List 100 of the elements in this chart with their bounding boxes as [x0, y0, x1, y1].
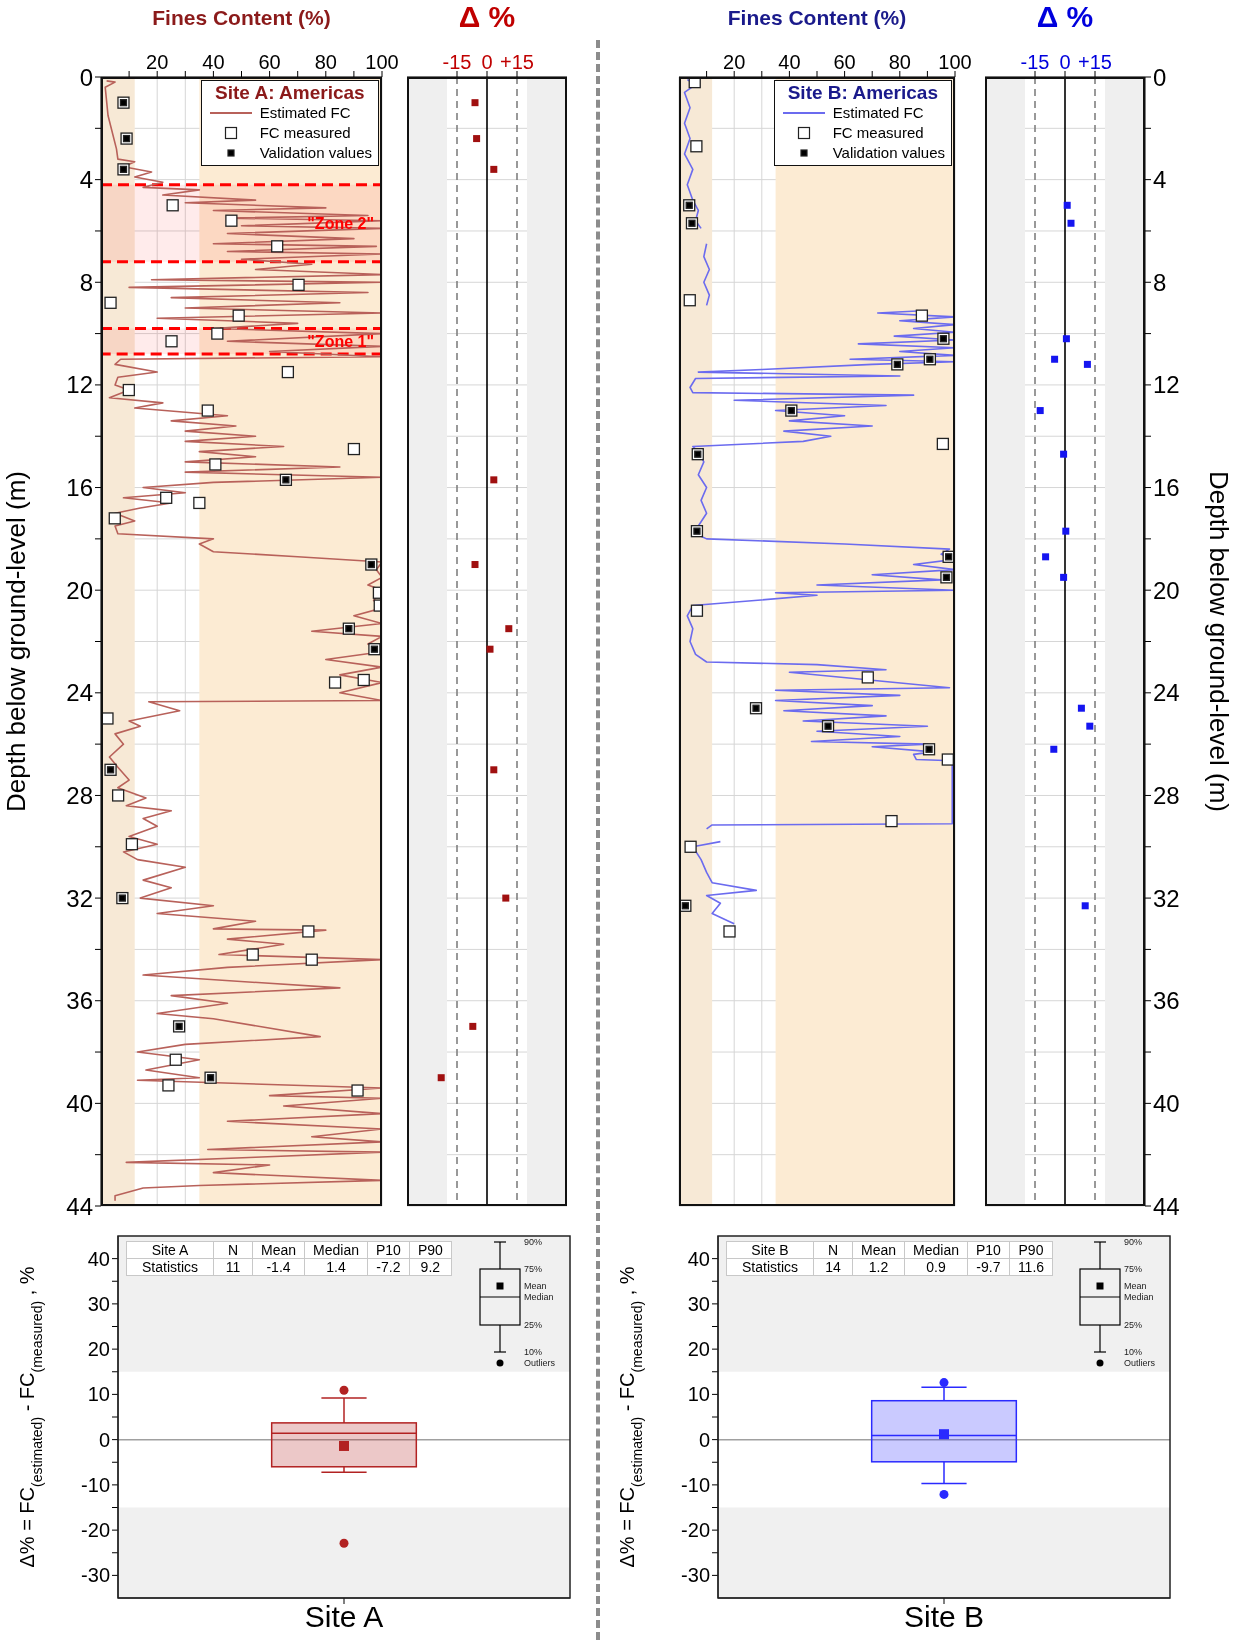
point [125, 838, 139, 851]
point [490, 165, 498, 173]
annotation: P10 [967, 1241, 1010, 1259]
x-tick-label: 80 [888, 51, 911, 73]
point [861, 671, 874, 684]
legend-label: Validation values [259, 143, 372, 163]
point [211, 327, 224, 340]
x-tick-label: 20 [723, 51, 746, 73]
annotation: Outliers [1124, 1358, 1156, 1368]
y2-tick-label: 28 [1153, 781, 1180, 809]
annotation: 90% [524, 1237, 543, 1247]
x-axis-title: Fines Content (%) [726, 6, 908, 30]
point [469, 1022, 477, 1030]
x-tick-label: -15 [1020, 51, 1050, 73]
annotation: N [213, 1241, 253, 1259]
annotation: 11.6 [1009, 1258, 1053, 1276]
point [1081, 902, 1089, 910]
point [302, 925, 315, 938]
y2-axis-title: Depth below ground-level (m) [1203, 470, 1234, 813]
x-tick-label: +15 [1078, 51, 1112, 73]
x-tick-label: 100 [365, 51, 399, 73]
point [690, 604, 704, 617]
point [490, 476, 498, 484]
point [108, 512, 121, 525]
annotation: Outliers [524, 1358, 556, 1368]
point [1060, 573, 1068, 581]
annotation: 75% [524, 1264, 543, 1274]
annotation: 25% [1124, 1320, 1143, 1330]
x-tick-label: 40 [778, 51, 801, 73]
x-tick-label: 0 [1059, 51, 1071, 73]
y-tick-label: 8 [79, 268, 93, 296]
y-tick-label: -10 [681, 1473, 710, 1496]
point [1051, 355, 1059, 363]
legend-title: Site A: Americas [214, 82, 366, 103]
annotation: 25% [524, 1320, 543, 1330]
annotation: P90 [409, 1241, 452, 1259]
y-tick-label: -30 [81, 1564, 110, 1587]
point [1060, 450, 1068, 458]
annotation: 11 [213, 1258, 253, 1276]
point [122, 383, 135, 397]
annotation: 1.2 [852, 1258, 905, 1276]
y-tick-label: 0 [698, 1428, 710, 1451]
point [941, 753, 954, 766]
legend-label: Estimated FC [259, 103, 351, 123]
point [1050, 745, 1058, 753]
legend-label: FC measured [832, 123, 924, 143]
y-tick-label: 10 [687, 1383, 710, 1406]
y-tick-label: 20 [87, 1338, 110, 1361]
y-tick-label: -20 [81, 1519, 110, 1542]
point [486, 645, 494, 653]
annotation: P10 [367, 1241, 410, 1259]
point [690, 140, 703, 153]
y-tick-label: 0 [98, 1428, 110, 1451]
point [351, 1084, 364, 1097]
point [471, 561, 479, 569]
point [936, 437, 950, 451]
legend-label: Validation values [832, 143, 945, 163]
y-tick-label: 28 [66, 781, 93, 809]
y-tick-label: 30 [87, 1292, 110, 1315]
y-tick-label: 44 [66, 1192, 93, 1220]
point [915, 309, 929, 322]
point [1067, 219, 1075, 227]
y-tick-label: 36 [66, 987, 93, 1015]
annotation: Mean [524, 1281, 547, 1291]
annotation: 10% [1124, 1347, 1143, 1357]
annotation: 90% [1124, 1237, 1143, 1247]
annotation: -7.2 [367, 1258, 410, 1276]
point [885, 814, 898, 828]
y-tick-label: 30 [687, 1292, 710, 1315]
annotation: Mean [252, 1241, 305, 1259]
x-axis-title: Δ % [1035, 0, 1095, 34]
point [166, 199, 179, 212]
point [271, 240, 284, 253]
y-tick-label: 4 [79, 166, 93, 194]
x-tick-label: 40 [202, 51, 225, 73]
y-tick-label: 40 [87, 1247, 110, 1270]
point [1062, 335, 1070, 343]
y-axis-title: Depth below ground-level (m) [1, 470, 32, 813]
point [1063, 201, 1071, 209]
annotation: 9.2 [409, 1258, 452, 1276]
x-tick-label: 80 [314, 51, 337, 73]
x-tick-label: 60 [258, 51, 281, 73]
annotation: Median [304, 1241, 368, 1259]
point [437, 1074, 445, 1082]
annotation: 0.9 [904, 1258, 968, 1276]
annotation: Site B [726, 1241, 814, 1259]
annotation: 1.4 [304, 1258, 368, 1276]
annotation: -9.7 [967, 1258, 1010, 1276]
x-tick-label: -15 [442, 51, 472, 73]
point [209, 458, 222, 471]
point [473, 135, 481, 143]
point [281, 365, 295, 379]
y-tick-label: -20 [681, 1519, 710, 1542]
y-tick-label: 12 [66, 371, 93, 399]
point [201, 404, 214, 417]
y-tick-label: -10 [81, 1473, 110, 1496]
point [502, 894, 510, 902]
annotation: P90 [1009, 1241, 1053, 1259]
annotation: Median [524, 1292, 554, 1302]
y2-tick-label: 8 [1153, 268, 1167, 296]
